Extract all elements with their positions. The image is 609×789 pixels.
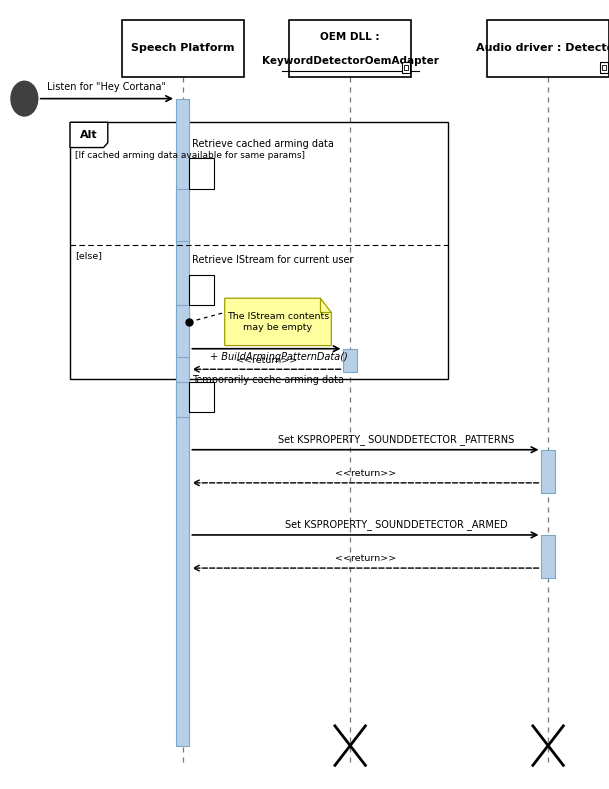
Circle shape (11, 81, 38, 116)
Text: <<return>>: <<return>> (335, 555, 396, 563)
Bar (122, 20, 244, 77)
Bar (541, 535, 555, 578)
Text: Speech Platform: Speech Platform (131, 43, 234, 53)
Bar (487, 20, 609, 77)
Text: Set KSPROPERTY_ SOUNDDETECTOR _ARMED: Set KSPROPERTY_ SOUNDDETECTOR _ARMED (284, 519, 507, 530)
Bar (189, 158, 214, 189)
Text: Alt: Alt (80, 130, 97, 140)
Text: Temporarily cache arming data: Temporarily cache arming data (192, 375, 345, 385)
Text: Listen for "Hey Cortana": Listen for "Hey Cortana" (48, 82, 166, 92)
Text: [If cached arming data available for same params]: [If cached arming data available for sam… (75, 151, 305, 160)
Bar (176, 99, 189, 746)
Bar (189, 275, 214, 305)
Bar (541, 450, 555, 493)
Text: Retrieve IStream for current user: Retrieve IStream for current user (192, 255, 354, 265)
Bar (402, 62, 410, 73)
Bar (70, 122, 448, 379)
Text: <<return>>: <<return>> (335, 469, 396, 478)
Text: Set KSPROPERTY_ SOUNDDETECTOR _PATTERNS: Set KSPROPERTY_ SOUNDDETECTOR _PATTERNS (278, 434, 514, 445)
Bar (176, 382, 189, 417)
Text: + BuildArmingPatternData(): + BuildArmingPatternData() (209, 352, 348, 362)
Text: The IStream contents
may be empty: The IStream contents may be empty (227, 312, 329, 331)
Text: Audio driver : Detector: Audio driver : Detector (476, 43, 609, 53)
Bar (600, 62, 608, 73)
Text: <<return>>: <<return>> (236, 356, 297, 365)
Text: OEM DLL :: OEM DLL : (320, 32, 380, 42)
Text: KeywordDetectorOemAdapter: KeywordDetectorOemAdapter (262, 56, 438, 65)
Text: Retrieve cached arming data: Retrieve cached arming data (192, 139, 334, 149)
Text: [else]: [else] (75, 251, 102, 260)
Bar (343, 349, 357, 372)
Bar (602, 65, 606, 70)
Polygon shape (225, 298, 331, 346)
Bar (176, 305, 189, 357)
Bar (404, 65, 408, 70)
Bar (289, 20, 411, 77)
Polygon shape (70, 122, 108, 148)
Bar (176, 189, 189, 241)
Bar (189, 382, 214, 412)
